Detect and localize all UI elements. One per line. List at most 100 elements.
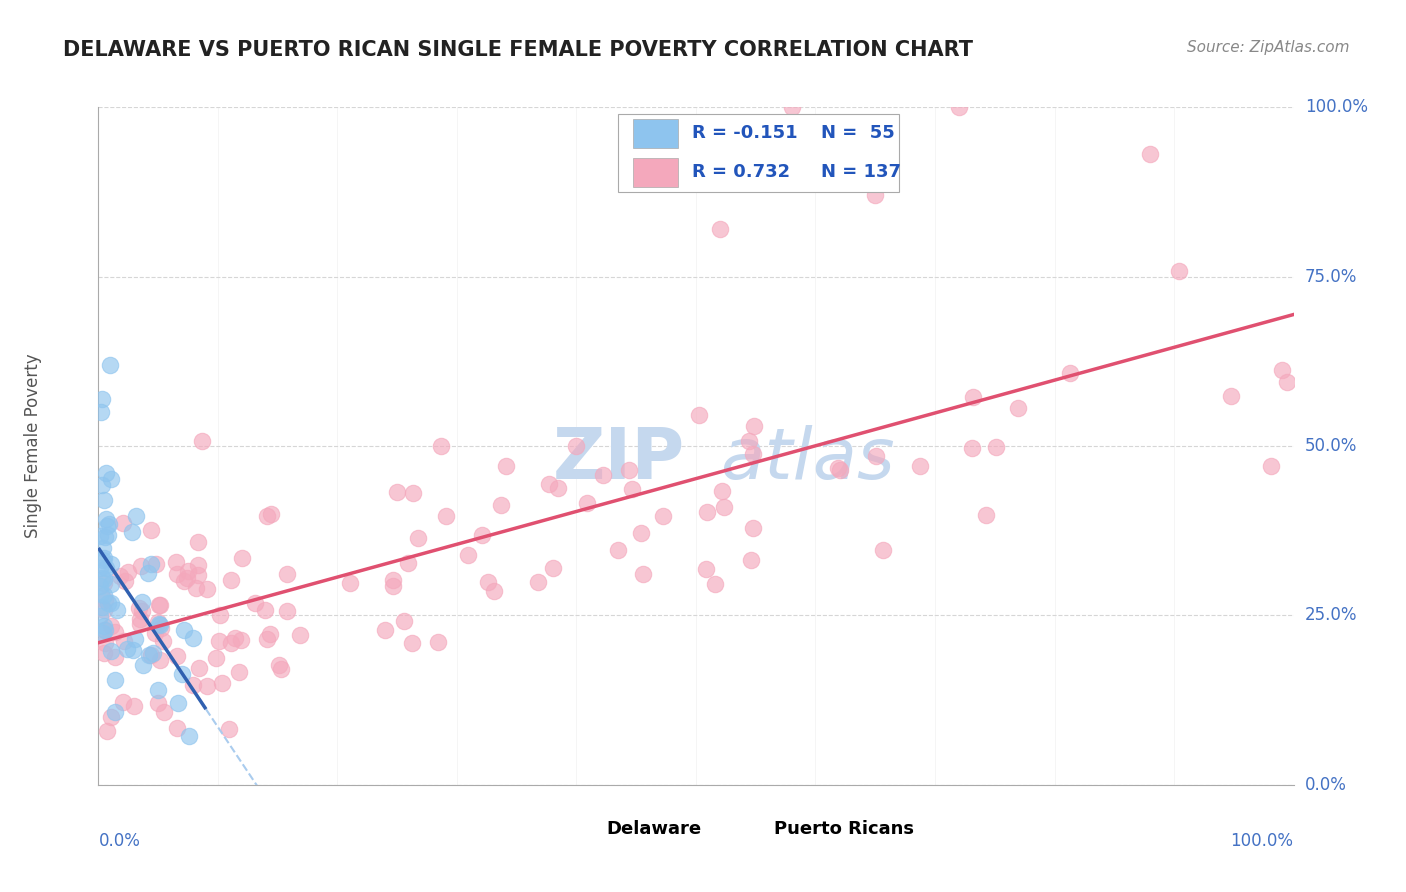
Point [477, 575, 499, 590]
Point [148, 599, 170, 613]
Point [114, 574, 136, 589]
Point [392, 614, 415, 628]
Point [489, 498, 512, 512]
Point [108, 568, 131, 582]
Text: 100.0%: 100.0% [1305, 98, 1368, 116]
Text: 50.0%: 50.0% [1305, 437, 1357, 455]
Bar [633, 158, 678, 186]
Point [100, 596, 122, 610]
Point [187, 534, 209, 549]
Point [630, 526, 652, 541]
Point [139, 558, 162, 572]
Point [167, 696, 190, 710]
Point [592, 468, 614, 483]
Text: Delaware: Delaware [606, 820, 702, 838]
Point [709, 222, 731, 236]
Point [1139, 147, 1161, 161]
Point [93, 624, 115, 638]
Point [166, 567, 188, 582]
Point [374, 623, 396, 637]
Point [90, 405, 112, 419]
Point [94, 561, 117, 575]
Point [495, 459, 517, 474]
Point [93, 575, 115, 590]
Point [537, 477, 560, 491]
Point [149, 598, 172, 612]
Point [94, 593, 117, 607]
Point [112, 634, 135, 648]
Point [124, 632, 146, 647]
Point [142, 647, 165, 661]
Point [231, 551, 253, 566]
Text: Puerto Ricans: Puerto Ricans [773, 820, 914, 838]
Point [267, 658, 290, 673]
Point [104, 624, 127, 639]
Point [742, 447, 765, 461]
Point [830, 463, 852, 477]
Point [93, 646, 115, 660]
Point [97, 596, 120, 610]
Point [131, 594, 153, 608]
Point [138, 648, 160, 662]
Point [131, 657, 153, 672]
Point [91, 477, 114, 491]
Point [131, 559, 153, 574]
Point [94, 512, 117, 526]
Point [426, 635, 449, 649]
Text: N = 137: N = 137 [821, 163, 901, 181]
Point [205, 650, 228, 665]
Point [219, 574, 242, 588]
Point [738, 434, 761, 449]
Point [90, 392, 112, 406]
Point [219, 635, 242, 649]
Point [104, 649, 127, 664]
Point [224, 632, 246, 646]
Point [177, 729, 200, 743]
Point [339, 576, 361, 591]
Point [115, 642, 138, 657]
Point [100, 618, 122, 632]
Text: 25.0%: 25.0% [1305, 607, 1357, 624]
Point [471, 528, 494, 542]
Point [94, 636, 117, 650]
Text: 100.0%: 100.0% [1230, 832, 1294, 850]
Point [1007, 401, 1029, 416]
Point [153, 706, 176, 720]
Point [260, 507, 283, 521]
Point [100, 472, 122, 486]
Point [91, 541, 114, 555]
Text: 0.0%: 0.0% [1305, 776, 1347, 794]
Bar [720, 812, 765, 843]
Point [89, 608, 111, 623]
Point [187, 661, 209, 675]
Point [228, 665, 250, 680]
Point [148, 617, 170, 632]
Point [688, 409, 710, 423]
Point [128, 600, 150, 615]
Text: 0.0%: 0.0% [98, 832, 141, 850]
Point [908, 458, 931, 473]
Point [128, 617, 150, 632]
Point [245, 596, 267, 610]
Text: 75.0%: 75.0% [1305, 268, 1357, 285]
Point [146, 697, 169, 711]
Point [89, 579, 111, 593]
Point [129, 612, 152, 626]
Point [111, 516, 134, 530]
Point [541, 561, 564, 575]
Text: atlas: atlas [720, 425, 894, 494]
Bar [633, 119, 678, 147]
Point [97, 528, 120, 542]
Point [620, 482, 643, 496]
Point [259, 626, 281, 640]
Point [136, 566, 159, 580]
Point [606, 543, 628, 558]
Point [195, 582, 218, 596]
Point [1275, 375, 1298, 389]
Point [208, 633, 231, 648]
Point [89, 560, 111, 574]
Point [93, 603, 115, 617]
Point [218, 722, 240, 736]
Point [253, 603, 276, 617]
Point [90, 600, 112, 615]
